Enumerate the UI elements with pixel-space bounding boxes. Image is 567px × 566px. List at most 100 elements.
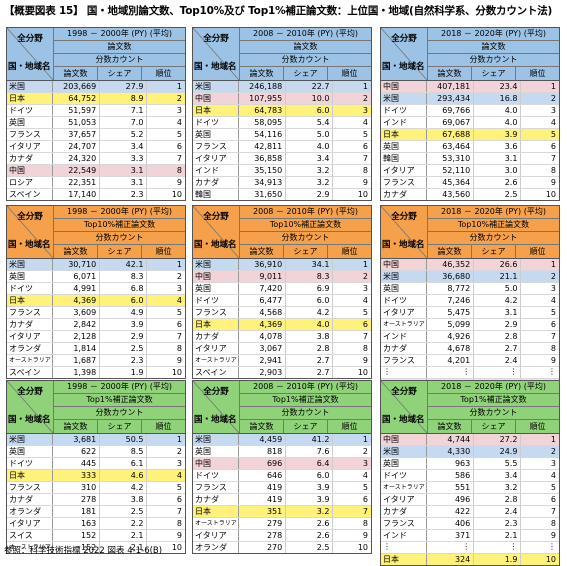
paper-count: 5,099 <box>427 319 475 330</box>
share-value: 2.8 <box>474 331 522 342</box>
rank-value: 6 <box>550 320 557 329</box>
rank-value: 4 <box>362 118 369 127</box>
country-label: 国・地域名 <box>382 240 425 250</box>
table-row: オーストラリア 5,099 2.9 6 <box>381 319 559 331</box>
table-row: 中国 4,744 27.2 1 <box>381 434 559 446</box>
share-value: 4.0 <box>474 105 522 116</box>
share-value: 3.2 <box>286 506 334 517</box>
paper-count: 696 <box>239 458 287 469</box>
table-row: ドイツ 69,766 4.0 3 <box>381 105 559 117</box>
table-row: オーストラリア 152 2.1 10 <box>7 542 185 553</box>
table-row: 英国 7,420 6.9 3 <box>193 283 371 295</box>
share-value: 5.4 <box>286 117 334 128</box>
share-value: 3.8 <box>286 331 334 342</box>
paper-count: 4,201 <box>427 355 475 366</box>
table-row: 英国 818 7.6 2 <box>193 446 371 458</box>
share-value: 7.6 <box>286 446 334 457</box>
paper-count: 1,814 <box>53 343 101 354</box>
rank-value: 3 <box>176 106 183 115</box>
table-row: オランダ 270 2.5 10 <box>193 542 371 553</box>
share-value: 6.8 <box>100 283 148 294</box>
table-row: フランス 45,364 2.6 9 <box>381 177 559 189</box>
table-row: フランス 4,201 2.4 9 <box>381 355 559 367</box>
table-body: 米国 36,910 34.1 1 中国 9,011 8.3 2 英国 7,420 6.9 3 ドイツ 6,… <box>193 258 371 378</box>
paper-count: 4,369 <box>53 295 101 306</box>
country-name: 韓国 <box>193 189 239 200</box>
ranking-table-green-3: 全分野 国・地域名 2018 － 2020年 (PY) (平均) Top1%補正論文数… <box>380 380 560 566</box>
paper-count: 4,369 <box>239 319 287 330</box>
ranking-table-blue-1: 全分野 国・地域名 1998 － 2000年 (PY) (平均) 論文数 分数カウント論… <box>6 27 186 201</box>
period-label: 2018 － 2020年 (PY) (平均) <box>428 28 559 41</box>
country-label: 国・地域名 <box>382 62 425 72</box>
rank-value: 7 <box>176 332 183 341</box>
column-header-rank: 順位 <box>155 422 172 431</box>
table-row: オーストラリア 551 3.2 5 <box>381 482 559 494</box>
share-value: 6.4 <box>286 458 334 469</box>
table-row: カナダ 24,320 3.3 7 <box>7 153 185 165</box>
paper-count: 43,560 <box>427 189 475 200</box>
paper-count: 63,464 <box>427 141 475 152</box>
table-body: 米国 30,710 42.1 1 英国 6,071 8.3 2 ドイツ 4,991 6.8 3 日本 4,… <box>7 258 185 378</box>
country-name: ⋮ <box>381 542 427 553</box>
table-row: スペイン 1,398 1.9 10 <box>7 367 185 378</box>
share-value: 2.6 <box>286 518 334 529</box>
paper-count: 1,687 <box>53 355 101 366</box>
rank-value: 1 <box>550 260 557 269</box>
table-row: オーストラリア 1,687 2.3 9 <box>7 355 185 367</box>
rank-value: 3 <box>176 284 183 293</box>
table-row: 英国 6,071 8.3 2 <box>7 271 185 283</box>
rank-value: 2 <box>176 94 183 103</box>
paper-count: 246,188 <box>239 81 287 92</box>
country-name: 米国 <box>7 434 53 445</box>
rank-value: 5 <box>362 483 369 492</box>
rank-value: 1 <box>176 260 183 269</box>
share-value: 34.1 <box>286 259 334 270</box>
fraction-count-label: 分数カウント <box>240 232 371 245</box>
column-header-count: 論文数 <box>428 245 472 258</box>
country-name: カナダ <box>193 177 239 188</box>
country-name: ドイツ <box>193 295 239 306</box>
share-value: 3.6 <box>474 141 522 152</box>
rank-value: 10 <box>171 368 183 377</box>
share-value: 6.0 <box>286 295 334 306</box>
country-name: フランス <box>7 482 53 493</box>
country-name: オーストラリア <box>7 355 53 366</box>
country-name: カナダ <box>7 494 53 505</box>
country-name: 米国 <box>381 446 427 457</box>
share-value: 2.8 <box>474 494 522 505</box>
paper-count: 17,140 <box>53 189 101 200</box>
paper-count: 2,903 <box>239 367 287 378</box>
share-value: 2.7 <box>474 343 522 354</box>
country-name: イタリア <box>7 518 53 529</box>
rank-value: 6 <box>362 320 369 329</box>
rank-value: 8 <box>550 519 557 528</box>
country-name: スペイン <box>7 367 53 378</box>
country-name: ドイツ <box>7 458 53 469</box>
rank-value: 9 <box>176 356 183 365</box>
paper-count: 42,811 <box>239 141 287 152</box>
paper-count: 34,913 <box>239 177 287 188</box>
table-row: イタリア 36,858 3.4 7 <box>193 153 371 165</box>
share-value: 2.2 <box>100 518 148 529</box>
rank-value: 4 <box>176 118 183 127</box>
country-name: フランス <box>7 129 53 140</box>
table-header: 全分野 国・地域名 1998 － 2000年 (PY) (平均) Top1%補正論文数… <box>7 381 185 433</box>
rank-value: 2 <box>550 94 557 103</box>
country-name: スペイン <box>193 367 239 378</box>
country-name: ドイツ <box>7 105 53 116</box>
share-value: ⋮ <box>474 542 522 553</box>
table-row: インド 4,926 2.8 7 <box>381 331 559 343</box>
corner-diagonal-line <box>381 28 427 80</box>
share-value: 5.5 <box>474 458 522 469</box>
rank-value: 10 <box>357 368 369 377</box>
country-name: 米国 <box>381 271 427 282</box>
paper-count: 293,434 <box>427 93 475 104</box>
column-headers: 論文数 シェア 順位 <box>240 67 371 80</box>
country-name: オーストラリア <box>381 482 427 493</box>
table-body: 中国 4,744 27.2 1 米国 4,330 24.9 2 英国 963 5.5 3 ドイツ 586 3… <box>381 433 559 565</box>
table-row: カナダ 2,842 3.9 6 <box>7 319 185 331</box>
rank-value: 7 <box>362 507 369 516</box>
table-row: カナダ 422 2.4 7 <box>381 506 559 518</box>
country-name: オランダ <box>7 343 53 354</box>
rank-value: 3 <box>550 106 557 115</box>
